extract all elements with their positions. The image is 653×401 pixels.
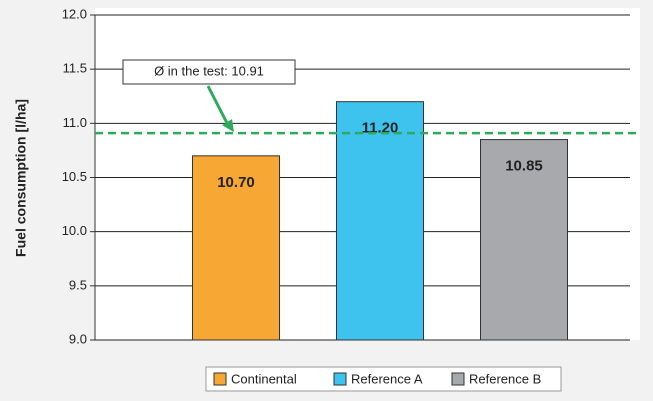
y-tick-label: 9.0 (69, 331, 87, 346)
legend-swatch (333, 372, 347, 386)
bar (336, 101, 424, 341)
y-tick-label: 9.5 (69, 277, 87, 292)
value-label: 11.20 (362, 120, 399, 137)
annotation: Ø in the test: 10.91 (154, 63, 264, 78)
y-axis-label: Fuel consumption [l/ha] (13, 99, 29, 257)
y-tick-label: 11.5 (63, 61, 87, 76)
legend-box (205, 366, 562, 392)
legend-swatch (451, 372, 465, 386)
legend-label: Reference B (469, 371, 541, 386)
y-tick-label: 10.0 (62, 223, 87, 238)
y-tick-label: 12.0 (62, 6, 87, 21)
bar (480, 139, 568, 341)
legend-label: Reference A (351, 371, 423, 386)
annotation-arrow (206, 85, 230, 126)
value-label: 10.85 (505, 158, 543, 175)
y-tick-label: 10.5 (62, 169, 87, 184)
legend-swatch (213, 372, 227, 386)
value-label: 10.70 (217, 174, 255, 191)
bar (192, 155, 280, 341)
y-tick-label: 11.0 (63, 115, 87, 130)
annotation-arrowhead (222, 119, 234, 133)
annotation-box (122, 59, 296, 85)
legend-label: Continental (231, 371, 297, 386)
